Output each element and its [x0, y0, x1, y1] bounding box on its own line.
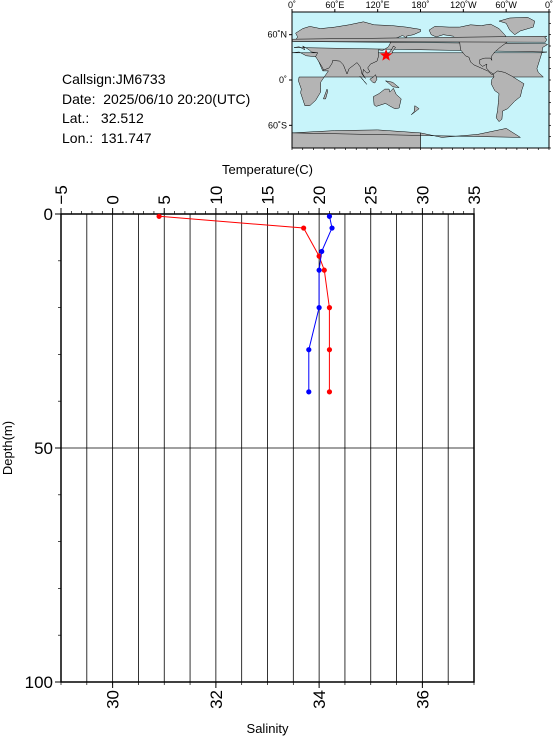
landmass-sumatra — [359, 76, 368, 85]
temperature-profile-point — [326, 305, 333, 311]
map-top-tick-label: 60˚W — [495, 0, 517, 10]
temperature-profile-point — [321, 267, 327, 273]
salinity-tick-label: 32 — [207, 690, 226, 709]
temperature-tick-label: 20 — [310, 186, 329, 205]
station-marker-star-icon — [379, 48, 393, 61]
longitude-text: Lon.: 131.747 — [62, 129, 152, 146]
temperature-profile-point — [326, 389, 333, 395]
temperature-tick-label: 15 — [258, 186, 277, 205]
salinity-profile-point — [316, 267, 322, 273]
salinity-profile-point — [326, 213, 333, 219]
temperature-tick-label: 25 — [362, 186, 381, 205]
temperature-profile-point — [156, 213, 162, 219]
temperature-profile-point — [326, 347, 333, 353]
landmass-borneo — [369, 74, 378, 84]
world-map: 0˚ 60˚E 120˚E 180˚ 120˚W 60˚W 0˚ 60˚N 0˚ 60˚S — [267, 0, 553, 150]
map-top-tick-label: 0˚ — [545, 0, 553, 10]
salinity-profile-point — [306, 389, 312, 395]
latitude-text: Lat.: 32.512 — [62, 110, 144, 126]
landmass-greenland — [498, 17, 535, 36]
landmass-new-zealand — [411, 105, 420, 115]
map-top-tick-label: 180˚ — [411, 0, 429, 10]
map-top-tick-label: 0˚ — [288, 0, 296, 10]
landmass-madagascar — [323, 88, 328, 100]
depth-axis-label: Depth(m) — [0, 421, 15, 475]
salinity-tick-label: 34 — [310, 690, 329, 709]
salinity-axis-label: Salinity — [247, 721, 289, 736]
depth-tick-label: 0 — [44, 205, 53, 224]
temperature-tick-label: 0 — [104, 195, 123, 204]
salinity-profile-point — [316, 305, 322, 311]
salinity-profile-point — [329, 225, 335, 231]
landmass-south-america — [490, 70, 525, 122]
map-top-tick-label: 120˚W — [450, 0, 477, 10]
landmass-eurasia — [292, 21, 549, 79]
salinity-tick-label: 30 — [104, 690, 123, 709]
landmass-australia — [373, 87, 402, 109]
salinity-tick-label: 36 — [413, 690, 432, 709]
salinity-profile-point — [319, 248, 325, 255]
temperature-tick-label: 35 — [465, 186, 484, 205]
date-text: Date: 2025/06/10 20:20(UTC) — [62, 90, 251, 107]
depth-tick-label: 50 — [34, 439, 53, 458]
temperature-tick-label: −5 — [52, 185, 71, 204]
temperature-tick-label: 10 — [207, 186, 226, 205]
depth-tick-label: 100 — [25, 673, 53, 692]
callsign-text: Callsign:JM6733 — [62, 71, 166, 87]
map-left-tick-label: 0˚ — [279, 75, 287, 85]
map-top-tick-label: 60˚E — [325, 0, 344, 10]
map-left-tick-label: 60˚N — [267, 30, 287, 40]
temperature-tick-label: 5 — [155, 195, 174, 204]
station-info: Callsign:JM6733 Date: 2025/06/10 20:20(U… — [62, 70, 250, 148]
map-left-tick-label: 60˚S — [268, 120, 287, 130]
temperature-profile-point — [301, 225, 307, 231]
landmass-uk — [291, 35, 548, 43]
temperature-tick-label: 30 — [413, 186, 432, 205]
landmass-new-guinea — [385, 80, 400, 88]
salinity-profile-point — [306, 347, 312, 353]
temperature-axis-label: Temperature(C) — [222, 162, 313, 177]
map-top-tick-label: 120˚E — [366, 0, 390, 10]
